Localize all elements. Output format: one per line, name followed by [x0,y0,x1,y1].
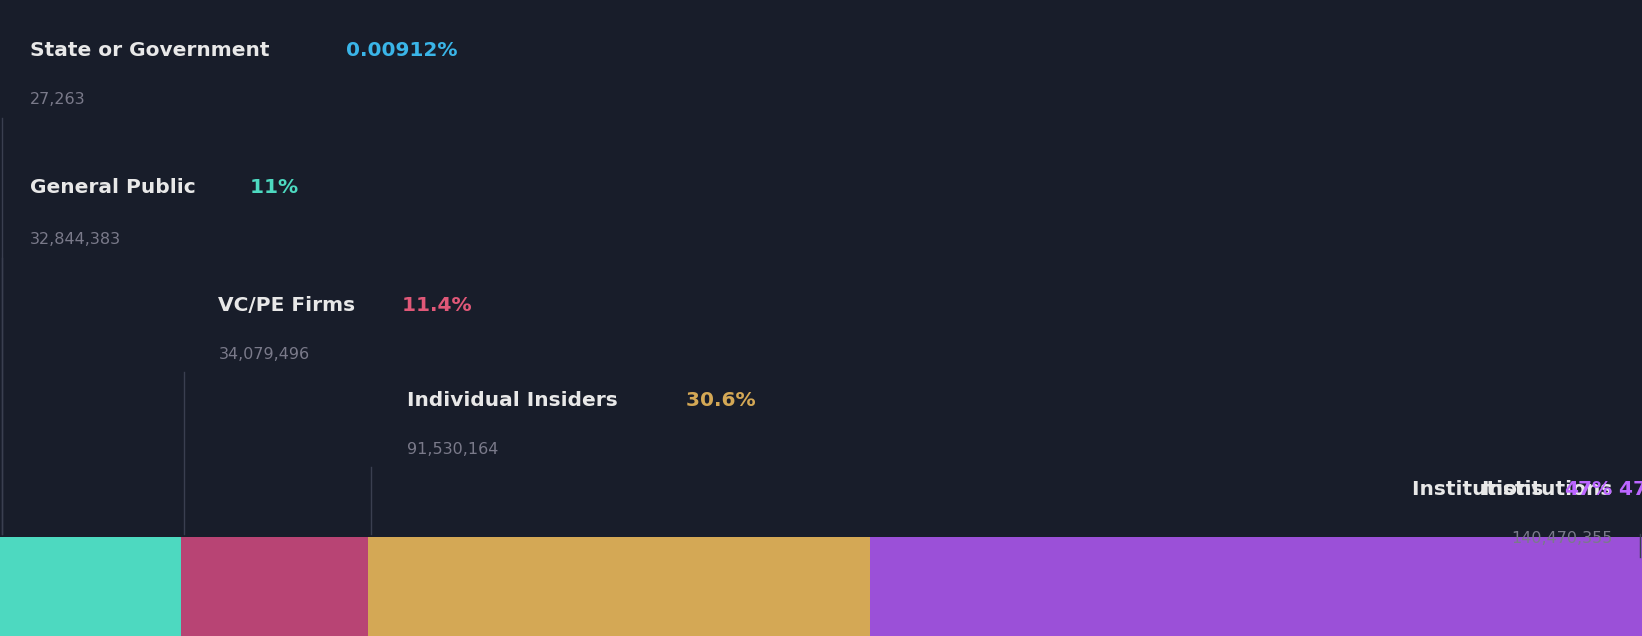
Text: 91,530,164: 91,530,164 [407,442,499,457]
Bar [870,537,1642,636]
Text: Individual Insiders: Individual Insiders [407,391,617,410]
Text: 0.00912%: 0.00912% [338,41,456,60]
Text: 11%: 11% [243,178,299,197]
Bar [368,537,870,636]
Text: State or Government: State or Government [30,41,269,60]
Text: 34,079,496: 34,079,496 [218,347,309,362]
Text: General Public: General Public [30,178,195,197]
Text: 27,263: 27,263 [30,92,85,107]
Text: 47%: 47% [1565,480,1612,499]
Bar [181,537,368,636]
Bar [0,537,181,636]
Text: VC/PE Firms: VC/PE Firms [218,296,356,315]
Text: Institutions: Institutions [1481,480,1612,499]
Text: 11.4%: 11.4% [396,296,471,315]
Text: 30.6%: 30.6% [680,391,755,410]
Text: Institutions: Institutions [1412,480,1550,499]
Text: 140,470,355: 140,470,355 [1511,531,1612,546]
Text: 32,844,383: 32,844,383 [30,232,120,247]
Text: 47%: 47% [1612,480,1642,499]
